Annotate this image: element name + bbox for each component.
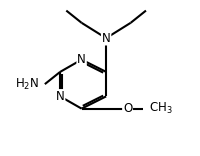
Text: H$_2$N: H$_2$N [15, 77, 39, 92]
Text: N: N [56, 90, 65, 103]
Text: CH$_3$: CH$_3$ [149, 101, 173, 116]
Text: N: N [102, 32, 111, 45]
Text: N: N [77, 53, 86, 66]
Text: O: O [123, 102, 132, 115]
